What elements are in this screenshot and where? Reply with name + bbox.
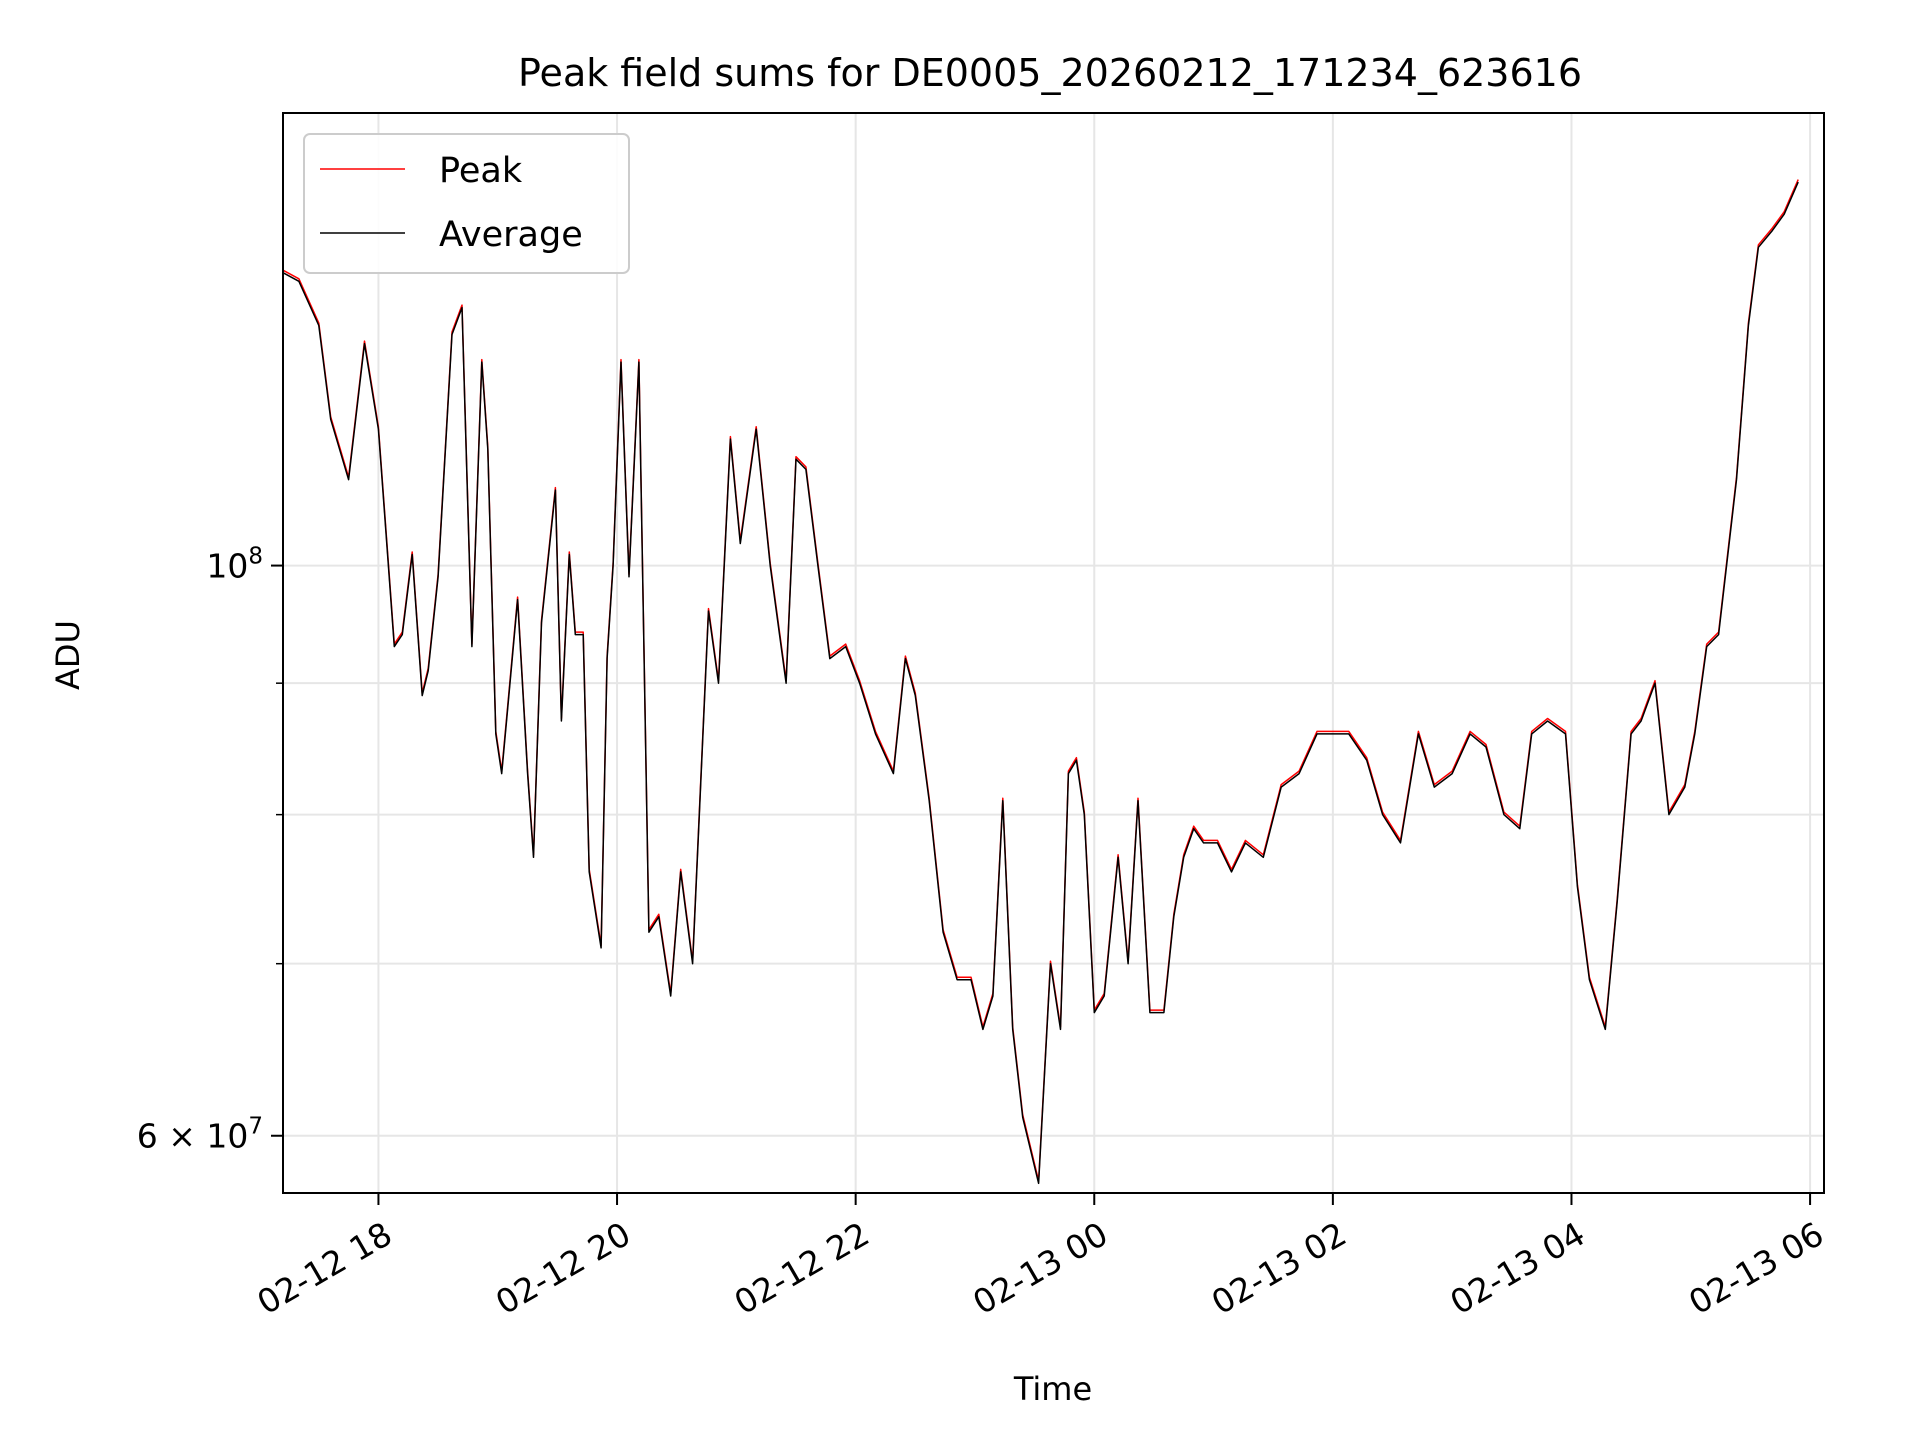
legend: Peak Average [303,133,630,274]
y-tick-label: 108 [206,544,263,586]
x-tick-label: 02-13 00 [966,1214,1114,1322]
chart-title: Peak field sums for DE0005_20260212_1712… [518,51,1582,95]
y-tick-label: 6 × 107 [137,1114,263,1156]
x-tick-label: 02-13 06 [1682,1214,1830,1322]
plot-frame [282,112,1825,1194]
x-axis-label: Time [1013,1370,1092,1408]
legend-peak-label: Peak [439,151,523,191]
grid-lines [283,113,1824,1193]
legend-average-label: Average [439,215,583,255]
x-tick-label: 02-12 22 [728,1214,876,1322]
x-tick-label: 02-13 02 [1205,1214,1353,1322]
x-tick-label: 02-12 20 [489,1214,637,1322]
x-axis-ticks: 02-12 18 02-12 20 02-12 22 02-13 00 02-13 02… [250,1193,1830,1322]
x-tick-label: 02-12 18 [250,1214,398,1322]
series-average-line [282,181,1799,1185]
series-lines [282,179,1799,1185]
y-axis-label: ADU [49,620,87,690]
x-tick-label: 02-13 04 [1443,1214,1591,1322]
y-axis-ticks: 6 × 107 108 [137,544,283,1156]
